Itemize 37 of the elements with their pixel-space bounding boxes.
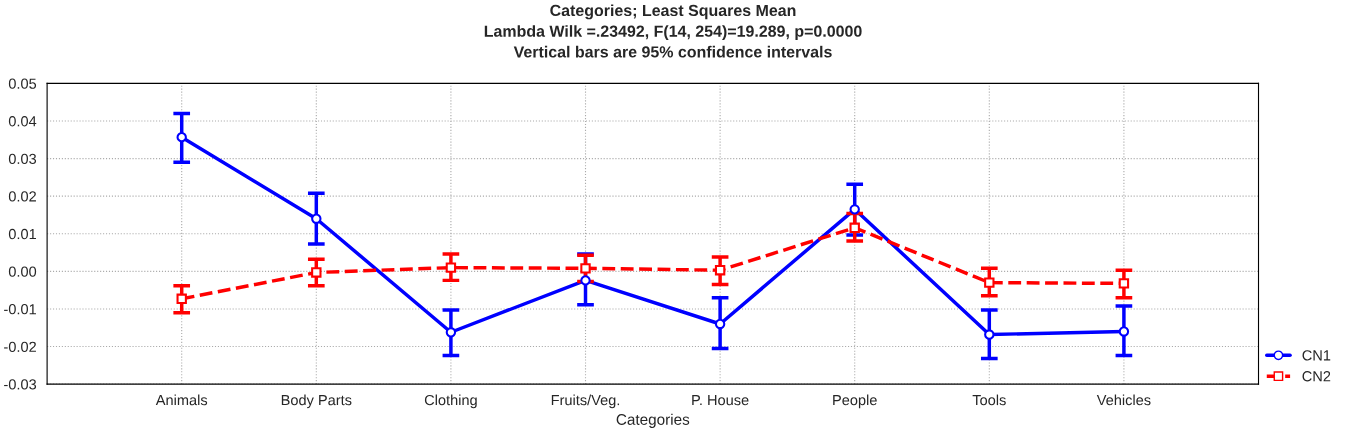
y-tick-label: -0.02 (4, 341, 36, 352)
y-tick-label: 0.03 (8, 153, 37, 165)
x-tick-label: People (833, 394, 877, 409)
point (1118, 278, 1130, 289)
point (311, 267, 322, 278)
point (984, 329, 995, 340)
legend-label: CN1 (1302, 350, 1331, 361)
point (580, 275, 591, 286)
point (984, 277, 995, 288)
point (445, 327, 457, 338)
x-tick-label: Fruits/Veg. (551, 394, 620, 409)
x-tick-label: Body Parts (281, 394, 352, 409)
point (849, 204, 860, 215)
y-tick-label: 0.05 (8, 78, 37, 89)
point (1118, 326, 1130, 337)
x-tick-label: Tools (972, 394, 1006, 406)
y-tick-label: 0.02 (8, 191, 36, 202)
point (580, 263, 591, 274)
y-tick-label: 0.04 (8, 116, 37, 127)
x-tick-label: Clothing (424, 394, 477, 409)
point (714, 265, 726, 276)
chart-title: Categories; Least Squares Mean Lambda Wilk =.23492, F(14, 254)=19.289, p=0.0000 Vertical bars are 95% confidence intervals (484, 4, 862, 58)
x-axis-title: Categories (616, 413, 690, 428)
legend-label: CN2 (1302, 371, 1331, 382)
x-tick-label: Vehicles (1096, 394, 1151, 406)
x-tick-label: Animals (155, 394, 208, 406)
y-tick-label: 0.01 (8, 228, 36, 240)
y-tick-label: -0.01 (4, 304, 36, 315)
point (849, 222, 860, 233)
y-tick-label: 0.00 (8, 266, 37, 277)
point (445, 262, 457, 273)
point (714, 318, 726, 330)
x-tick-label: P. House (692, 395, 749, 406)
y-tick-label: -0.03 (4, 379, 37, 390)
point (311, 213, 322, 224)
point (176, 131, 187, 143)
point (176, 293, 187, 304)
